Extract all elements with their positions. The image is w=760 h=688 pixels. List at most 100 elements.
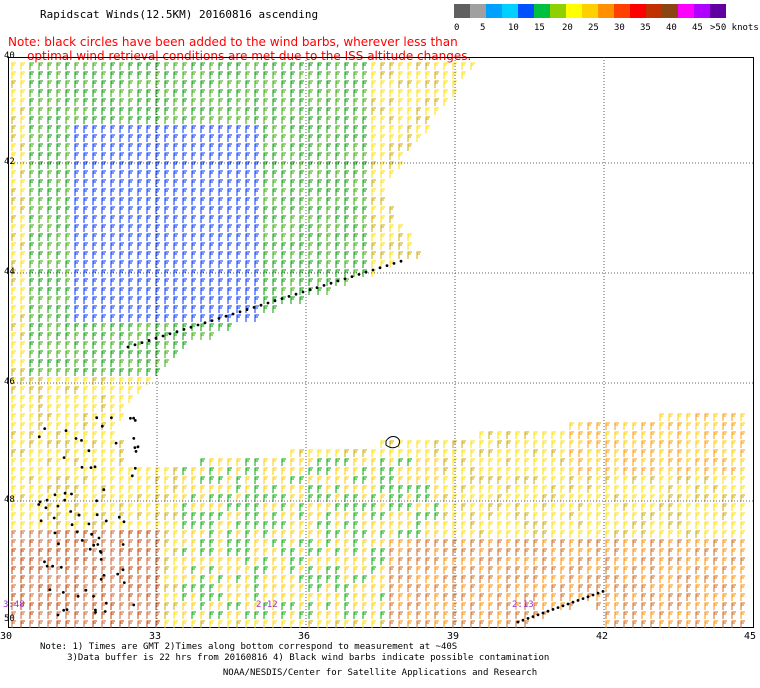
wind-barb (668, 422, 673, 430)
wind-barb (362, 584, 367, 592)
wind-barb (20, 251, 25, 259)
wind-barb (740, 458, 745, 466)
wind-barb (245, 620, 250, 628)
wind-barb (533, 431, 538, 439)
wind-barb (425, 107, 430, 115)
wind-barb (389, 242, 394, 250)
wind-barb (11, 350, 16, 358)
wind-barb (317, 134, 322, 142)
wind-barb (290, 530, 295, 538)
wind-barb (272, 476, 277, 484)
wind-barb (281, 116, 286, 124)
wind-barb (713, 548, 718, 556)
wind-barb (362, 485, 367, 493)
wind-barb (677, 494, 682, 502)
wind-barb (245, 71, 250, 79)
wind-barb (209, 170, 214, 178)
wind-barb (47, 287, 52, 295)
wind-barb (38, 368, 43, 376)
wind-barb (155, 611, 160, 619)
wind-barb (650, 566, 655, 574)
wind-barb (155, 179, 160, 187)
wind-barb (47, 305, 52, 313)
wind-barb (65, 467, 70, 475)
wind-barb (389, 89, 394, 97)
wind-barb (236, 530, 241, 538)
wind-barb (209, 557, 214, 565)
wind-barb (614, 485, 619, 493)
wind-barb (326, 80, 331, 88)
wind-barb (128, 278, 133, 286)
wind-barb (632, 584, 637, 592)
wind-barb (713, 593, 718, 601)
wind-barb (452, 620, 457, 628)
wind-barb (83, 557, 88, 565)
wind-barb (191, 170, 196, 178)
wind-barb (56, 539, 61, 547)
wind-barb (668, 620, 673, 628)
wind-barb (434, 494, 439, 502)
wind-barb (146, 314, 151, 322)
wind-barb (542, 485, 547, 493)
wind-barb (551, 512, 556, 520)
wind-barb (92, 197, 97, 205)
wind-barb (11, 197, 16, 205)
wind-barb (191, 269, 196, 277)
wind-barb (101, 368, 106, 376)
wind-barb (587, 566, 592, 574)
wind-barb (47, 593, 52, 601)
contamination-dot (556, 606, 560, 609)
contamination-dot (259, 303, 263, 307)
wind-barb (452, 602, 457, 610)
wind-barb (371, 179, 376, 187)
wind-barb (29, 548, 34, 556)
contamination-dot (231, 312, 235, 316)
wind-barb (38, 584, 43, 592)
wind-barb (569, 557, 574, 565)
wind-barb (74, 260, 79, 268)
wind-barb (110, 458, 115, 466)
wind-barb (191, 287, 196, 295)
wind-barb (47, 350, 52, 358)
wind-barb (506, 602, 511, 610)
wind-barb (218, 161, 223, 169)
wind-barb (353, 467, 358, 475)
wind-barb (191, 485, 196, 493)
wind-barb (362, 260, 367, 268)
wind-barb (164, 602, 169, 610)
wind-barb (65, 242, 70, 250)
wind-barb (380, 494, 385, 502)
wind-barb (389, 575, 394, 583)
wind-barb (65, 548, 70, 556)
wind-barb (290, 98, 295, 106)
wind-barb (74, 539, 79, 547)
wind-barb (92, 431, 97, 439)
wind-barb (677, 467, 682, 475)
wind-barb (182, 287, 187, 295)
wind-barb (200, 89, 205, 97)
latitude-label: 50 (4, 614, 15, 624)
wind-barb (407, 611, 412, 619)
wind-barb (335, 566, 340, 574)
wind-barb (38, 413, 43, 421)
wind-barb (605, 494, 610, 502)
wind-barb (200, 125, 205, 133)
wind-barb (272, 71, 277, 79)
wind-barb (164, 305, 169, 313)
wind-barb (326, 224, 331, 232)
wind-barb (47, 314, 52, 322)
wind-barb (263, 521, 268, 529)
wind-barb (146, 593, 151, 601)
wind-barb (155, 557, 160, 565)
wind-barb (704, 458, 709, 466)
wind-barb (740, 602, 745, 610)
wind-barb (272, 125, 277, 133)
wind-barb (47, 431, 52, 439)
wind-barb (335, 602, 340, 610)
wind-barb (641, 530, 646, 538)
wind-barb (236, 98, 241, 106)
wind-barb (335, 467, 340, 475)
wind-barb (326, 458, 331, 466)
wind-barb (11, 314, 16, 322)
wind-barb (326, 260, 331, 268)
